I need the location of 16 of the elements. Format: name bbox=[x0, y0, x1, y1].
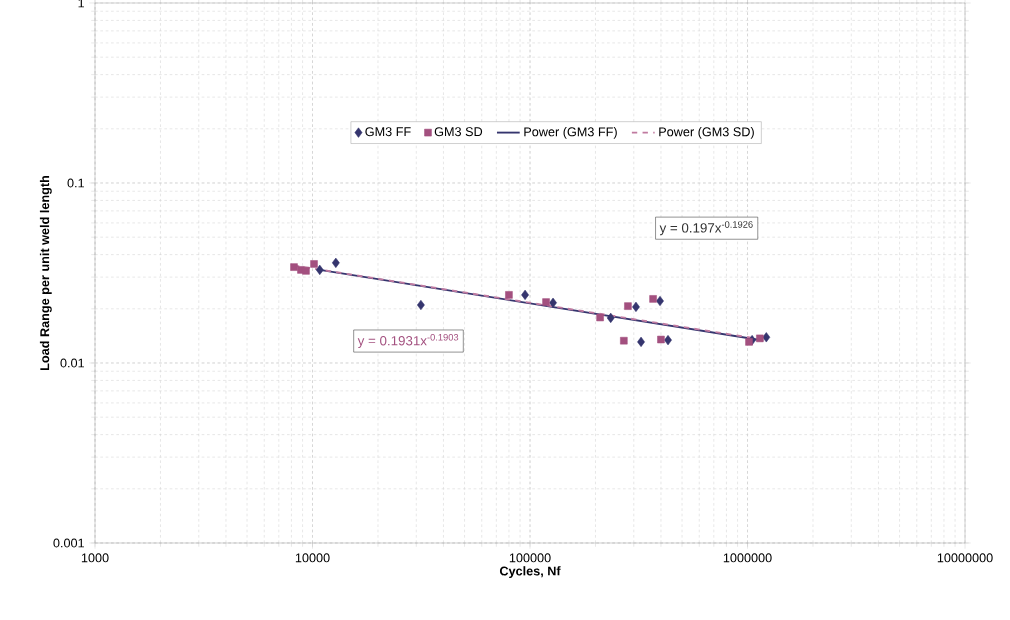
x-axis-title: Cycles, Nf bbox=[499, 566, 561, 578]
y-tick-label: 0.01 bbox=[60, 358, 84, 368]
y-tick-label: 0.1 bbox=[67, 178, 84, 188]
y-axis-title: Load Range per unit weld length bbox=[39, 175, 52, 370]
annotation: y = 0.1931x$^{-0.1903}$ bbox=[357, 333, 459, 349]
annotation: y = 0.197x$^{-0.1926}$ bbox=[659, 221, 753, 236]
x-tick-label: 10000000 bbox=[937, 553, 993, 563]
x-tick-label: 10000 bbox=[295, 553, 330, 563]
legend-label: GM3 SD bbox=[434, 127, 483, 137]
legend-label: Power (GM3 SD) bbox=[659, 127, 754, 139]
y-tick-label: 0.001 bbox=[53, 538, 84, 548]
legend-label: Power (GM3 FF) bbox=[524, 127, 617, 139]
x-tick-label: 1000000 bbox=[723, 553, 772, 563]
x-tick-label: 1000 bbox=[81, 553, 109, 563]
legend-label: GM3 FF bbox=[365, 127, 411, 137]
x-tick-label: 100000 bbox=[509, 553, 551, 563]
